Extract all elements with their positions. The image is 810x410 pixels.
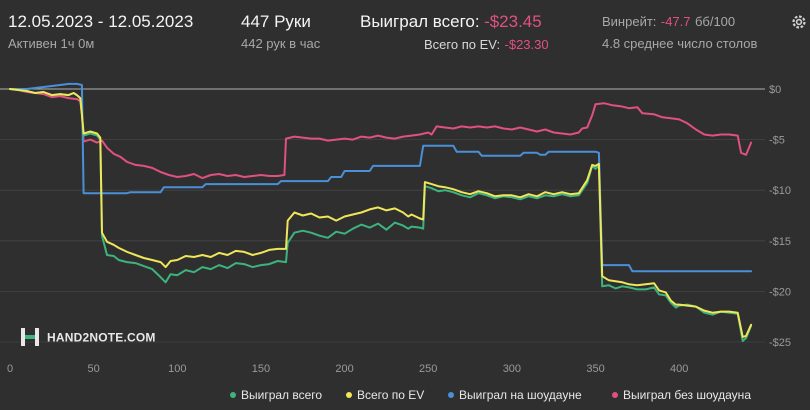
series-line-showdown[interactable]: [9, 82, 753, 273]
legend-dot-won-total: [230, 391, 236, 398]
won-total-stat: Выиграл всего: -$23.45: [360, 12, 542, 32]
chart-grid: [0, 88, 765, 343]
legend-item-ev[interactable]: Всего по EV: [346, 388, 424, 402]
legend-dot-non-showdown: [612, 391, 618, 398]
ev-total-label: Всего по EV:: [424, 37, 501, 52]
winrate-unit: бб/100: [694, 14, 736, 29]
series-line-non-showdown[interactable]: [9, 88, 753, 180]
hands-per-hour: 442 рук в час: [241, 36, 321, 51]
winrate-value: -47.7: [660, 14, 691, 29]
y-tick-label: -$15: [769, 236, 791, 248]
x-tick-label: 100: [168, 363, 186, 375]
hand2note-logo-text: HAND2NOTE.COM: [47, 330, 156, 345]
settings-icon[interactable]: [791, 14, 807, 35]
winrate-stat: Винрейт: -47.7 бб/100: [602, 13, 735, 31]
x-tick-label: 250: [419, 363, 437, 375]
legend-label-ev: Всего по EV: [357, 388, 425, 402]
ev-total-value: -$23.30: [504, 37, 549, 52]
series-line-won-total[interactable]: [9, 88, 753, 342]
y-tick-label: -$5: [769, 135, 785, 147]
chart-series: [9, 82, 753, 342]
x-tick-label: 350: [586, 363, 604, 375]
won-total-label: Выиграл всего:: [360, 12, 480, 31]
legend-dot-ev: [346, 391, 352, 398]
legend-item-showdown[interactable]: Выиграл на шоудауне: [448, 388, 582, 402]
series-line-ev[interactable]: [9, 88, 753, 338]
hands-count: 447 Руки: [241, 12, 311, 31]
active-time: Активен 1ч 0м: [8, 36, 95, 51]
ev-total-stat: Всего по EV: -$23.30: [424, 36, 549, 54]
y-tick-label: -$20: [769, 286, 791, 298]
hand2note-logo-icon: [19, 326, 41, 351]
chart-ticks: $0 -$5 -$10 -$15 -$20 -$25 0 50 100 150 200 250 300 3…: [7, 84, 791, 375]
x-tick-label: 150: [252, 363, 270, 375]
legend-dot-showdown: [448, 391, 454, 398]
x-tick-label: 200: [335, 363, 353, 375]
y-tick-label: $0: [769, 84, 781, 96]
chart-legend: Выиграл всего Всего по EV Выиграл на шоу…: [0, 388, 810, 408]
winrate-label: Винрейт:: [602, 14, 657, 29]
results-chart: $0 -$5 -$10 -$15 -$20 -$25 0 50 100 150 200 250 300 3…: [0, 82, 791, 375]
x-tick-label: 300: [503, 363, 521, 375]
legend-item-won-total[interactable]: Выиграл всего: [230, 388, 322, 402]
x-tick-label: 0: [7, 363, 13, 375]
avg-tables: 4.8 среднее число столов: [602, 36, 758, 51]
hand2note-logo: HAND2NOTE.COM: [19, 326, 156, 351]
legend-label-won-total: Выиграл всего: [241, 388, 323, 402]
legend-item-non-showdown[interactable]: Выиграл без шоудауна: [612, 388, 751, 402]
date-range: 12.05.2023 - 12.05.2023: [8, 12, 194, 31]
legend-label-non-showdown: Выиграл без шоудауна: [623, 388, 751, 402]
won-total-value: -$23.45: [484, 12, 542, 31]
x-tick-label: 400: [670, 363, 688, 375]
y-tick-label: -$25: [769, 337, 791, 349]
legend-label-showdown: Выиграл на шоудауне: [459, 388, 582, 402]
y-tick-label: -$10: [769, 185, 791, 197]
x-tick-label: 50: [88, 363, 100, 375]
